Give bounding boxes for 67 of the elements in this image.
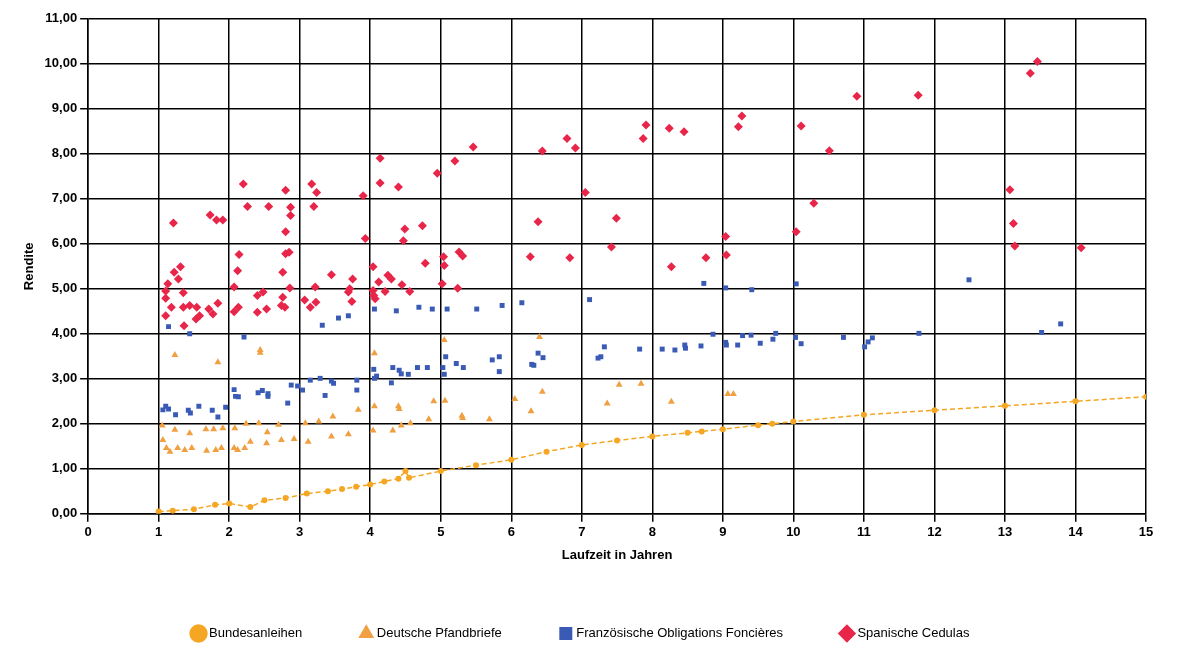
point — [169, 507, 176, 514]
point — [303, 490, 310, 497]
x-tick-label: 7 — [578, 524, 586, 540]
point — [790, 418, 797, 425]
legend-label: Französische Obligations Foncières — [576, 625, 784, 641]
y-tick-label: 6,00 — [51, 235, 78, 251]
point — [406, 474, 413, 481]
point — [402, 468, 409, 475]
point — [261, 497, 268, 504]
point — [395, 475, 402, 482]
point — [282, 495, 289, 502]
y-tick-label: 10,00 — [44, 55, 78, 71]
point — [353, 483, 360, 490]
point — [698, 428, 705, 435]
x-tick-label: 4 — [366, 524, 375, 540]
x-tick-label: 10 — [786, 524, 801, 540]
legend-label: Deutsche Pfandbriefe — [376, 625, 502, 641]
point — [339, 486, 346, 493]
y-tick-label: 11,00 — [45, 10, 78, 26]
point — [473, 462, 480, 469]
point — [543, 448, 550, 455]
point — [212, 501, 219, 508]
point — [247, 504, 254, 511]
point — [190, 506, 197, 513]
point — [931, 407, 938, 414]
legend-label: Spanische Cedulas — [857, 625, 970, 641]
x-tick-label: 8 — [648, 524, 656, 540]
point — [1001, 402, 1008, 409]
x-tick-label: 14 — [1068, 524, 1084, 540]
point — [324, 488, 331, 495]
point — [769, 420, 776, 427]
x-tick-label: 11 — [857, 524, 871, 540]
x-tick-label: 5 — [437, 524, 445, 540]
y-tick-label: 1,00 — [51, 460, 78, 476]
point — [381, 478, 388, 485]
point — [508, 456, 515, 463]
y-tick-label: 8,00 — [51, 145, 78, 161]
point — [367, 481, 374, 488]
x-tick-label: 9 — [719, 524, 727, 540]
y-tick-label: 7,00 — [51, 190, 78, 206]
x-tick-label: 12 — [927, 524, 942, 540]
x-tick-label: 2 — [225, 524, 233, 540]
y-tick-label: 2,00 — [51, 415, 78, 431]
point — [226, 500, 233, 507]
x-axis-title: Laufzeit in Jahren — [561, 546, 673, 562]
point — [684, 429, 691, 436]
point — [614, 437, 621, 444]
point — [860, 411, 867, 418]
point — [1072, 398, 1079, 405]
point — [649, 433, 656, 440]
y-tick-label: 3,00 — [51, 370, 78, 386]
y-tick-label: 4,00 — [51, 325, 78, 341]
x-tick-label: 13 — [997, 524, 1013, 540]
legend-label: Bundesanleihen — [209, 625, 303, 641]
point — [578, 441, 585, 448]
point — [755, 422, 762, 429]
x-tick-label: 0 — [84, 524, 92, 540]
x-tick-label: 15 — [1138, 524, 1154, 540]
x-tick-label: 1 — [155, 524, 163, 540]
y-axis-title: Rendite — [21, 242, 37, 291]
y-tick-label: 5,00 — [51, 280, 78, 296]
x-tick-label: 3 — [296, 524, 304, 540]
point — [719, 426, 726, 433]
x-tick-label: 6 — [507, 524, 515, 540]
y-tick-label: 9,00 — [51, 100, 78, 116]
point — [437, 468, 444, 475]
y-tick-label: 0,00 — [51, 505, 78, 521]
